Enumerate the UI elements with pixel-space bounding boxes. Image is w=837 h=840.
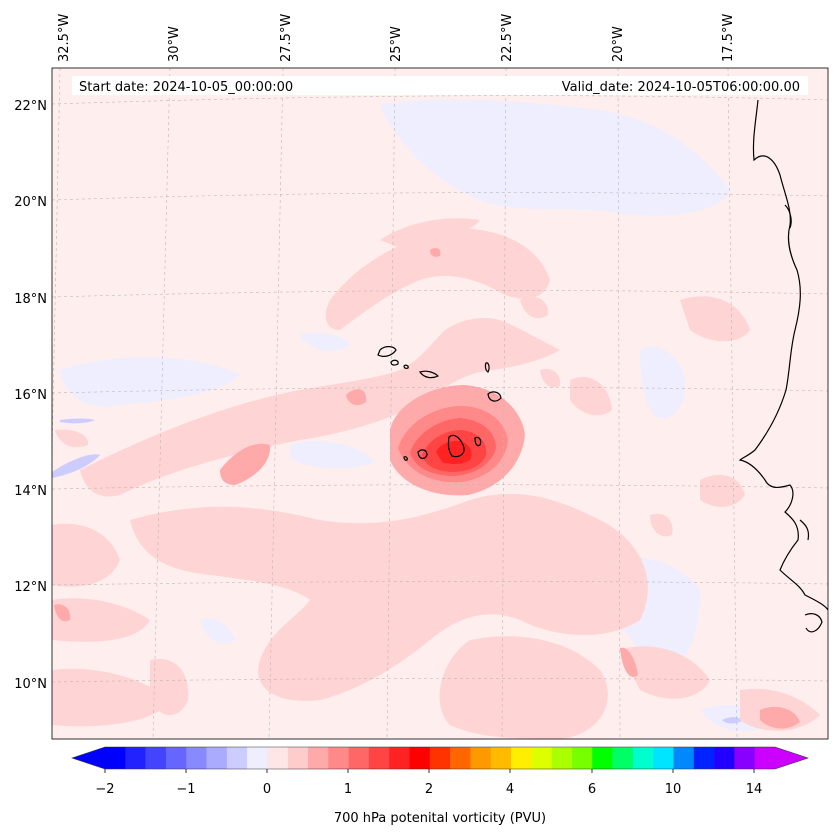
colorbar-segment [490,747,512,769]
colorbar-segment [145,747,167,769]
colorbar-segment [165,747,187,769]
colorbar-tick-label: −1 [176,782,195,797]
lon-label: 27.5°W [279,14,294,62]
lat-label: 22°N [14,99,47,114]
colorbar-segment [206,747,228,769]
valid-date-label: Valid_date: 2024-10-05T06:00:00.00 [562,80,800,95]
map-area [52,68,828,739]
lon-label: 25°W [389,26,404,62]
colorbar-extend-max [775,747,808,769]
lon-label: 30°W [167,26,182,62]
colorbar-tick-labels: −2 −1 0 1 2 4 6 10 14 [95,782,762,797]
colorbar-segment [348,747,370,769]
lat-label: 20°N [14,195,47,210]
start-date-label: Start date: 2024-10-05_00:00:00 [79,80,293,95]
colorbar-tick-label: 14 [746,782,763,797]
colorbar [71,746,809,773]
colorbar-tick-label: −2 [95,782,114,797]
graticule-lines [52,68,828,739]
colorbar-segment [632,747,654,769]
colorbar-tick-label: 1 [344,782,352,797]
map-frame [51,67,829,740]
colorbar-label: 700 hPa potenital vorticity (PVU) [334,811,546,826]
colorbar-segment [105,747,126,769]
colorbar-tick-label: 4 [506,782,514,797]
coastline [377,99,828,633]
colorbar-tick-label: 10 [665,782,682,797]
colorbar-segment [693,747,715,769]
lat-label: 10°N [14,677,47,692]
header-banner [72,76,808,95]
cyclone-core [398,405,508,483]
colorbar-segment [470,747,492,769]
colorbar-segment [287,747,309,769]
colorbar-segment [531,747,552,769]
colorbar-segment [308,747,329,769]
lon-label: 32.5°W [57,14,72,62]
colorbar-segment [673,747,695,769]
colorbar-segment [247,747,268,769]
colorbar-segment [734,747,755,769]
lon-label: 22.5°W [500,14,515,62]
longitude-labels: 32.5°W 30°W 27.5°W 25°W 22.5°W 20°W 17.5… [57,14,736,62]
lat-label: 12°N [14,580,47,595]
colorbar-tick-label: 0 [263,782,271,797]
colorbar-segment [551,747,573,769]
colorbar-segment [186,747,207,769]
lat-label: 18°N [14,292,47,307]
colorbar-segment [714,747,735,769]
colorbar-segment [511,747,532,769]
lon-label: 20°W [611,26,626,62]
colorbar-segment [267,747,289,769]
colorbar-segment [571,747,593,769]
colorbar-segment [125,747,146,769]
colorbar-segment [653,747,674,769]
lat-label: 14°N [14,484,47,499]
colorbar-segment [429,747,451,769]
colorbar-segment [612,747,634,769]
lat-label: 16°N [14,388,47,403]
colorbar-segment [226,747,248,769]
colorbar-segment [450,747,471,769]
colorbar-segment [592,747,613,769]
lon-label: 17.5°W [721,14,736,62]
colorbar-segment [754,747,776,769]
colorbar-segment [409,747,431,769]
colorbar-extend-min [72,747,105,769]
latitude-labels: 22°N 20°N 18°N 16°N 14°N 12°N 10°N [14,99,47,692]
colorbar-segment [389,747,410,769]
colorbar-segment [328,747,349,769]
colorbar-segment [368,747,390,769]
colorbar-tick-label: 6 [588,782,596,797]
colorbar-tick-label: 2 [425,782,433,797]
